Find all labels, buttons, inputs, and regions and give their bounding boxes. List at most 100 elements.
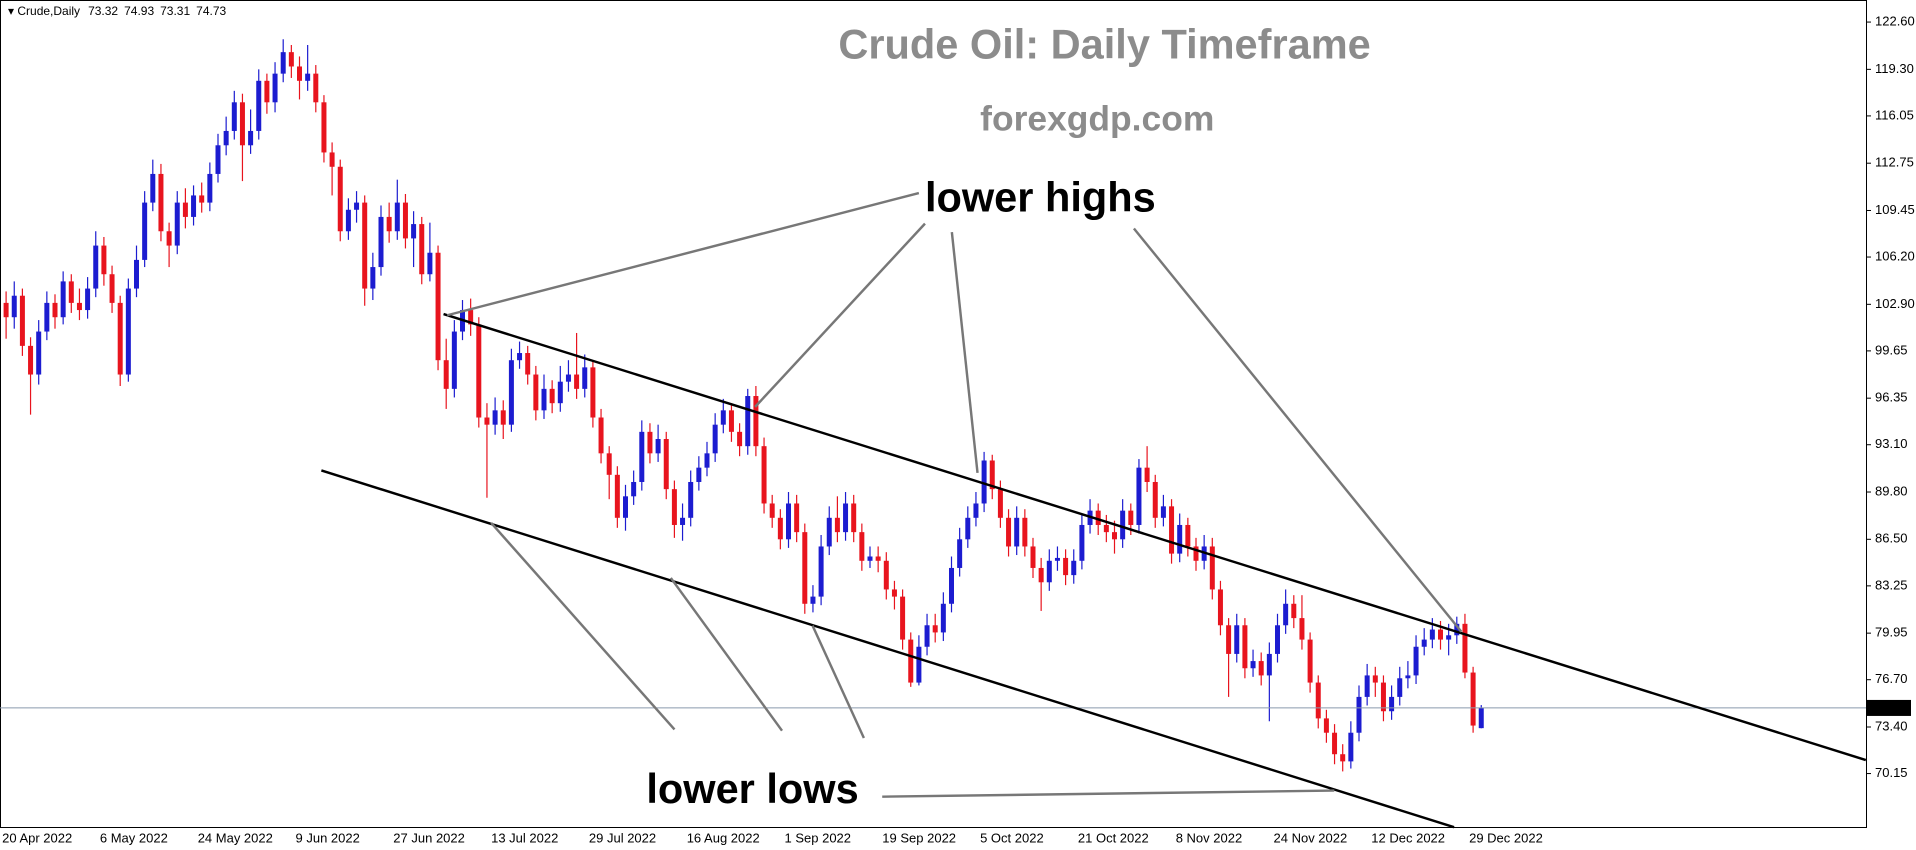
candle-body [150,173,156,203]
candle-body [1389,696,1395,712]
candle-body [957,539,963,568]
candle-body [908,639,914,683]
candle-body [1079,524,1085,561]
candle-body [1413,646,1419,676]
candle-body [215,145,221,174]
y-tick-label: 109.45 [1875,202,1915,217]
candle-body [272,73,278,103]
candle-body [1169,506,1175,554]
x-tick-label: 5 Oct 2022 [980,830,1044,845]
candle-body [329,152,335,167]
candle-body [60,281,66,318]
candle-body [1071,560,1077,576]
candle-body [834,517,840,533]
candle-body [3,302,9,318]
x-tick-label: 24 Nov 2022 [1274,830,1348,845]
x-tick-label: 13 Jul 2022 [491,830,558,845]
candle-body [1258,661,1264,676]
x-tick-label: 21 Oct 2022 [1078,830,1149,845]
candle-body [1006,517,1012,547]
y-tick-label: 122.60 [1875,14,1915,29]
annotation-label: lower highs [925,173,1156,220]
candle-body [810,596,816,604]
y-tick-label: 89.80 [1875,483,1908,498]
y-tick-label: 76.70 [1875,671,1908,686]
candle-body [85,288,91,311]
y-tick-label: 106.20 [1875,248,1915,263]
candle-body [525,353,531,375]
candle-body [1095,510,1101,525]
candle-body [818,546,824,597]
plot-frame [0,0,1867,828]
candle-body [52,302,58,318]
candle-body [606,453,612,475]
pointer-line [754,222,926,408]
candle-body [345,209,351,232]
candle-body [867,556,873,561]
candle-body [288,52,294,67]
candle-body [973,503,979,518]
candle-body [76,302,82,311]
candle-body [182,202,188,217]
candle-body [427,252,433,275]
y-tick-label: 73.40 [1875,718,1908,733]
candle-body [11,295,17,318]
pointer-line [1132,227,1463,633]
x-tick-label: 29 Jul 2022 [589,830,656,845]
candle-body [623,496,628,518]
candle-body [1266,653,1272,676]
candle-body [68,281,74,303]
candle-body [949,567,954,604]
candle-body [1014,517,1020,547]
candle-body [826,517,832,547]
candle-body [199,195,205,203]
candle-body [924,625,930,647]
candle-body [802,532,808,604]
y-tick-label: 70.15 [1875,765,1908,780]
candle-body [1421,639,1427,647]
candle-body [549,388,555,404]
candle-body [777,517,783,540]
candle-body [93,245,99,289]
candle-body [1120,510,1126,540]
candle-body [362,202,368,289]
y-tick-label: 79.95 [1875,625,1908,640]
candle-body [223,130,229,146]
candle-body [981,460,987,504]
candle-body [696,467,702,482]
lower-channel-line [320,469,1455,829]
candle-body [1063,557,1069,576]
x-tick-label: 1 Sep 2022 [785,830,852,845]
last-high: 74.93 [124,4,154,18]
candle-body [1397,678,1403,697]
candle-body [565,374,571,382]
y-tick-label: 102.90 [1875,296,1915,311]
upper-channel-line [443,312,1867,762]
candle-body [1315,682,1321,719]
candle-body [1177,524,1183,554]
candle-body [688,481,694,518]
candle-body [769,503,775,518]
candle-body [916,646,922,683]
candle-body [1380,682,1386,712]
candle-body [1193,546,1199,561]
candle-body [134,259,139,289]
candle-body [256,80,262,131]
candle-body [663,439,669,490]
candle-body [1152,481,1158,518]
candle-body [900,596,906,640]
candle-body [386,216,392,232]
candle-body [875,556,881,561]
candle-body [305,73,311,81]
candle-body [655,439,661,454]
last-open: 73.32 [88,4,118,18]
x-tick-label: 16 Aug 2022 [687,830,760,845]
candle-body [1160,506,1166,518]
candle-body [1030,546,1036,568]
candle-body [1136,467,1142,525]
candle-body [1478,707,1484,729]
candle-body [1250,661,1256,669]
candle-body [117,302,123,375]
candle-body [1470,672,1476,726]
